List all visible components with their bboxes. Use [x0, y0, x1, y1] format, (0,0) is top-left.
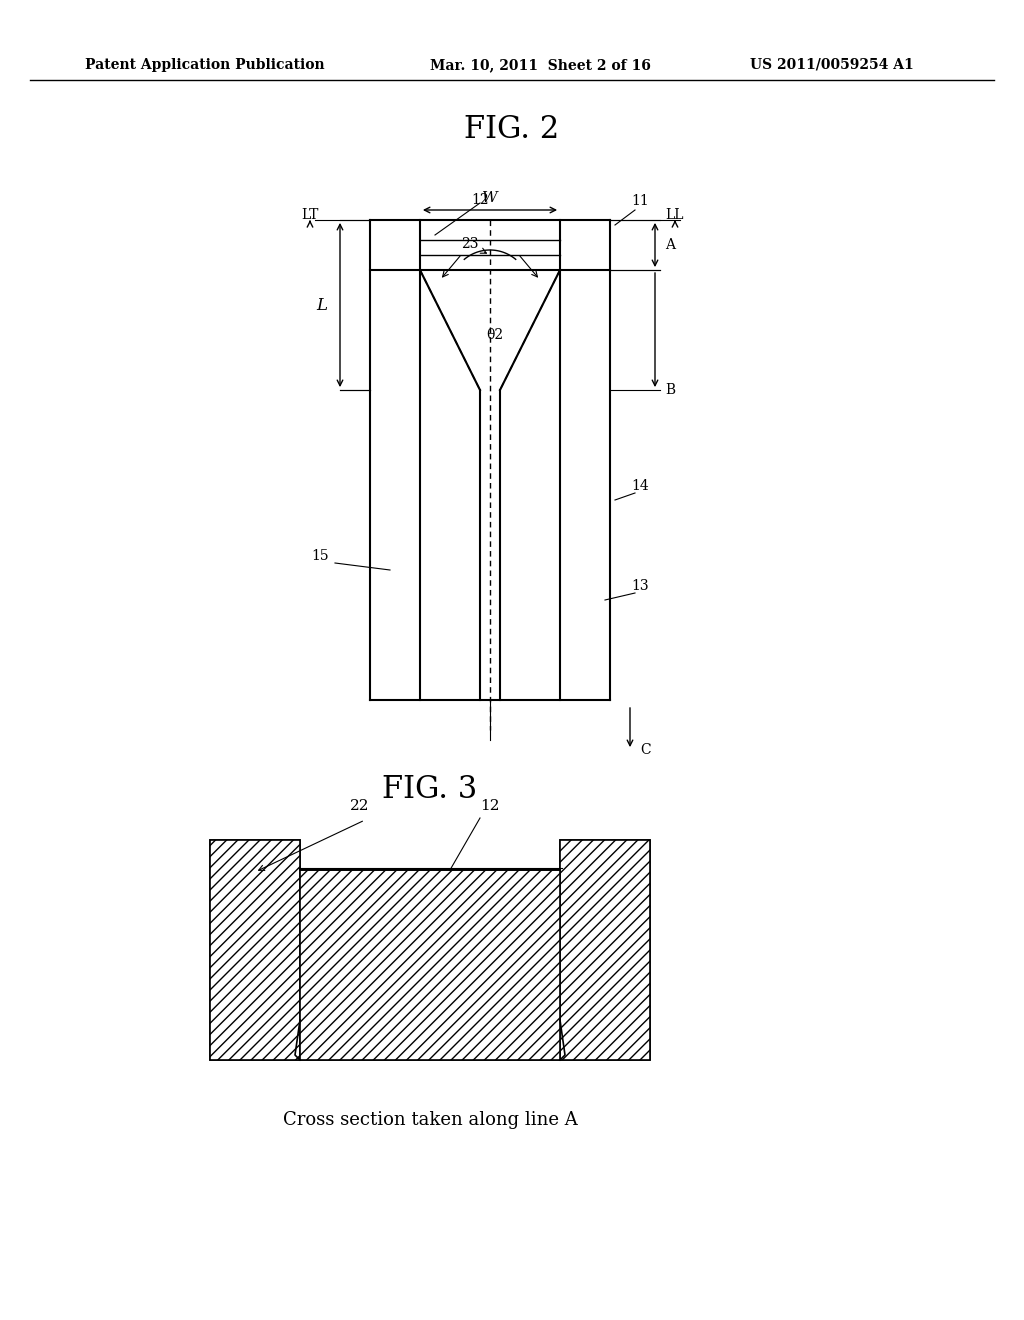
Polygon shape — [560, 840, 650, 1060]
Text: 22: 22 — [350, 799, 370, 813]
Text: 13: 13 — [631, 579, 649, 593]
Text: 12: 12 — [480, 799, 500, 813]
Text: Mar. 10, 2011  Sheet 2 of 16: Mar. 10, 2011 Sheet 2 of 16 — [430, 58, 651, 73]
Polygon shape — [300, 870, 560, 1060]
Text: Cross section taken along line A: Cross section taken along line A — [283, 1111, 578, 1129]
Polygon shape — [210, 840, 300, 1060]
Text: 11: 11 — [631, 194, 649, 209]
Text: A: A — [665, 238, 675, 252]
Text: LL: LL — [666, 209, 684, 222]
Text: W: W — [482, 191, 498, 205]
Text: L: L — [316, 297, 328, 314]
Text: B: B — [665, 383, 675, 397]
Text: θ2: θ2 — [486, 327, 504, 342]
Text: US 2011/0059254 A1: US 2011/0059254 A1 — [750, 58, 913, 73]
Text: Patent Application Publication: Patent Application Publication — [85, 58, 325, 73]
Text: 23: 23 — [461, 238, 479, 251]
Text: 15: 15 — [311, 549, 329, 564]
Text: FIG. 3: FIG. 3 — [382, 775, 477, 805]
Text: LT: LT — [301, 209, 318, 222]
Text: C: C — [640, 743, 650, 756]
Text: 14: 14 — [631, 479, 649, 492]
Text: FIG. 2: FIG. 2 — [464, 115, 560, 145]
Text: 12: 12 — [471, 193, 488, 207]
